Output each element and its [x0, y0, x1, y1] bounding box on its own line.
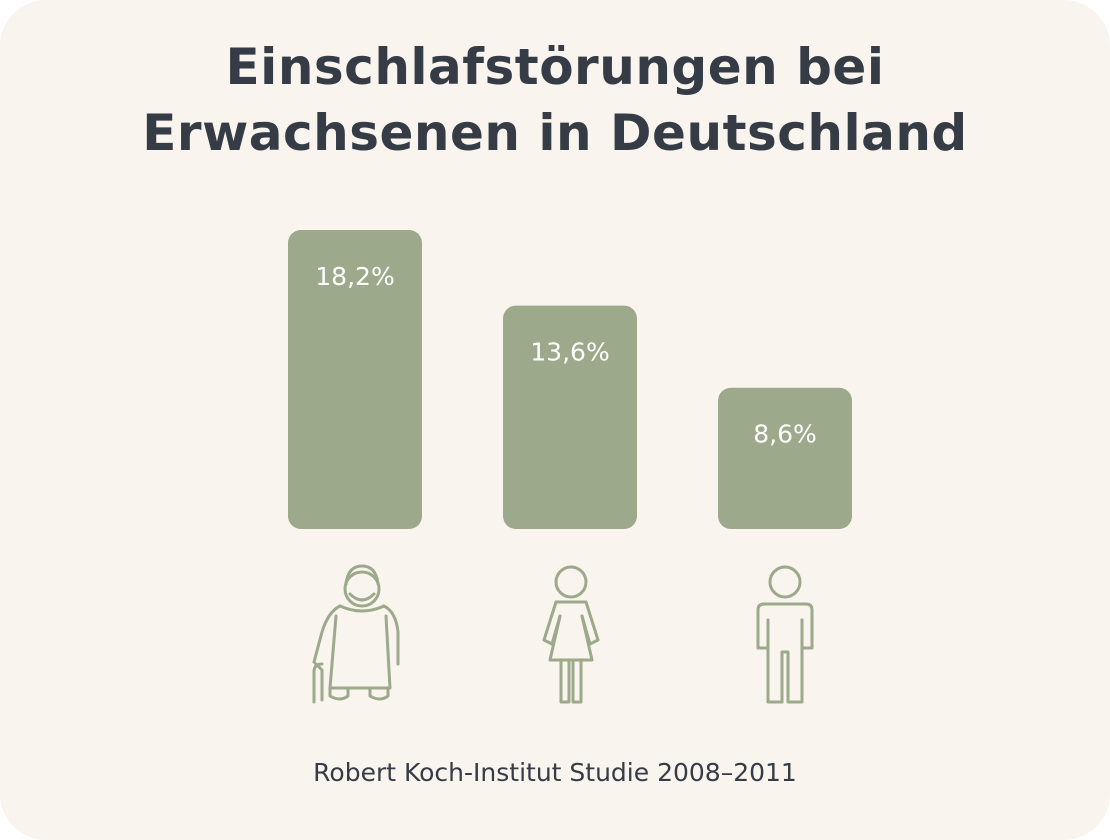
source-note: Robert Koch-Institut Studie 2008–2011 [313, 758, 797, 787]
bar-value-label-1: 18,2% [315, 262, 394, 291]
title-line-1: Einschlafstörungen bei [225, 38, 885, 96]
bar-3 [718, 387, 852, 529]
bar-1 [288, 230, 422, 529]
bar-2 [503, 305, 637, 529]
bar-value-label-2: 13,6% [530, 338, 609, 367]
woman-icon [542, 565, 600, 704]
bar-value-label-3: 8,6% [753, 420, 817, 449]
chart-title: Einschlafstörungen bei Erwachsenen in De… [0, 34, 1110, 166]
man-icon [756, 565, 814, 704]
title-line-2: Erwachsenen in Deutschland [142, 104, 968, 162]
elderly-woman-icon [312, 564, 400, 704]
